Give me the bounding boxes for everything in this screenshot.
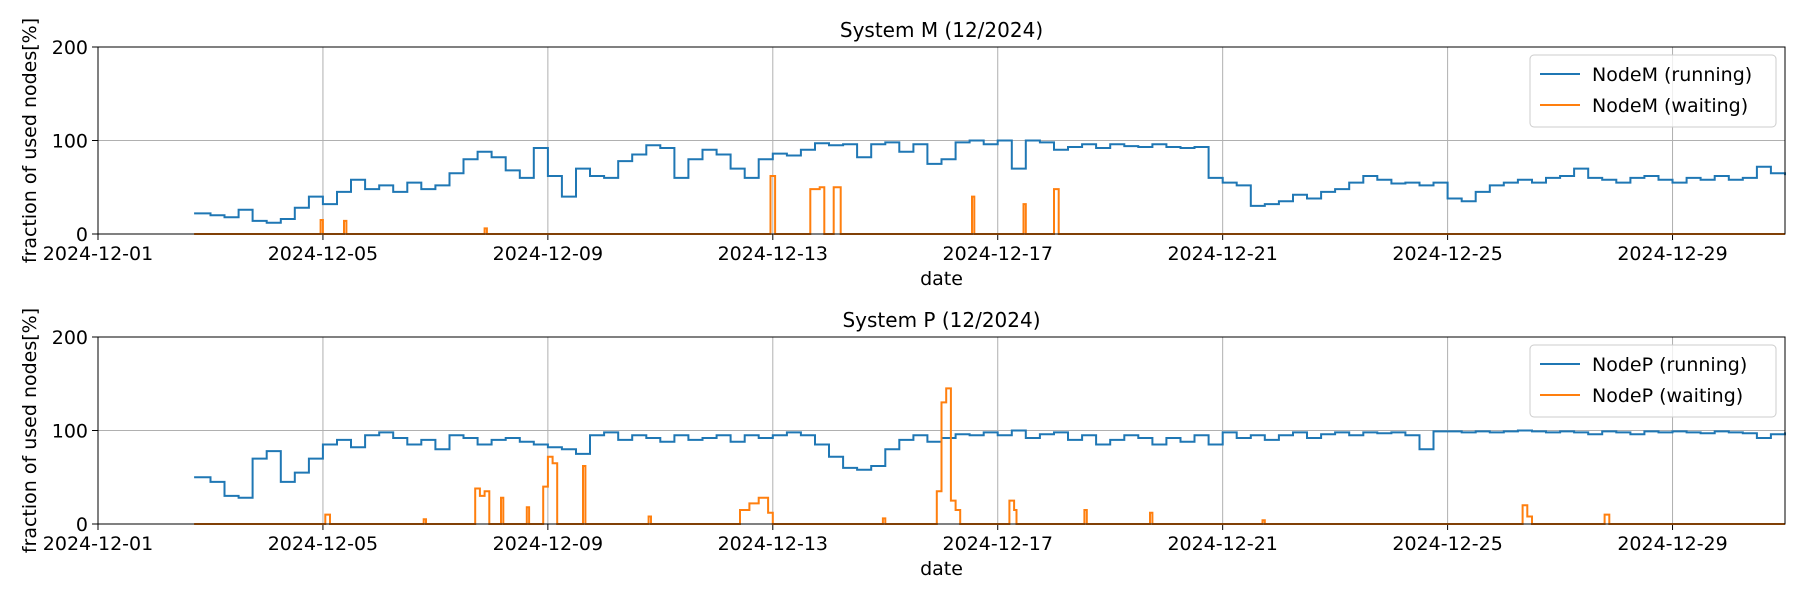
y-tick-label: 200 (52, 327, 88, 349)
series-lines (194, 139, 1786, 235)
x-tick-label: 2024-12-29 (1617, 243, 1727, 265)
series-lines (194, 387, 1786, 525)
x-tick-label: 2024-12-01 (43, 533, 153, 555)
y-axis-label: fraction of used nodes[%] (19, 308, 41, 553)
legend-label-waiting: NodeP (waiting) (1592, 385, 1743, 407)
y-tick-label: 0 (76, 514, 88, 536)
y-tick-label: 100 (52, 131, 88, 153)
x-tick-label: 2024-12-09 (493, 243, 603, 265)
y-axis-label: fraction of used nodes[%] (19, 18, 41, 263)
legend: NodeP (running) NodeP (waiting) (1529, 344, 1777, 418)
legend-box (1529, 344, 1777, 418)
x-axis-label: date (920, 268, 963, 290)
series-line-running (194, 429, 1786, 499)
panel-system-m: System M (12/2024) date fraction of used… (19, 18, 1786, 290)
x-tick-label: 2024-12-25 (1392, 243, 1502, 265)
x-tick-label: 2024-12-05 (268, 243, 378, 265)
chart-title: System P (12/2024) (842, 308, 1040, 332)
x-tick-label: 2024-12-13 (718, 243, 828, 265)
plot-frame (97, 336, 1786, 525)
plot-frame (97, 46, 1786, 235)
y-tick-label: 100 (52, 421, 88, 443)
series-line-waiting (194, 175, 1785, 235)
x-tick-label: 2024-12-05 (268, 533, 378, 555)
legend-label-running: NodeP (running) (1592, 354, 1747, 376)
series-line-running (194, 139, 1786, 224)
x-tick-label: 2024-12-25 (1392, 533, 1502, 555)
x-tick-label: 2024-12-01 (43, 243, 153, 265)
x-tick-label: 2024-12-29 (1617, 533, 1727, 555)
chart-title: System M (12/2024) (840, 18, 1043, 42)
x-tick-label: 2024-12-21 (1167, 243, 1277, 265)
y-tick-label: 200 (52, 37, 88, 59)
legend: NodeM (running) NodeM (waiting) (1529, 54, 1777, 128)
legend-label-waiting: NodeM (waiting) (1592, 95, 1748, 117)
x-tick-label: 2024-12-17 (943, 243, 1053, 265)
x-tick-label: 2024-12-17 (943, 533, 1053, 555)
legend-box (1529, 54, 1777, 128)
series-line-waiting (194, 387, 1785, 525)
tick-labels: 2024-12-01 2024-12-05 2024-12-09 2024-12-13… (43, 327, 1728, 555)
x-tick-label: 2024-12-13 (718, 533, 828, 555)
tick-labels: 2024-12-01 2024-12-05 2024-12-09 2024-12-13… (43, 37, 1728, 265)
x-axis-label: date (920, 558, 963, 580)
x-tick-label: 2024-12-21 (1167, 533, 1277, 555)
legend-label-running: NodeM (running) (1592, 64, 1752, 86)
y-tick-label: 0 (76, 224, 88, 246)
x-tick-label: 2024-12-09 (493, 533, 603, 555)
panel-system-p: System P (12/2024) date fraction of used… (19, 308, 1786, 580)
